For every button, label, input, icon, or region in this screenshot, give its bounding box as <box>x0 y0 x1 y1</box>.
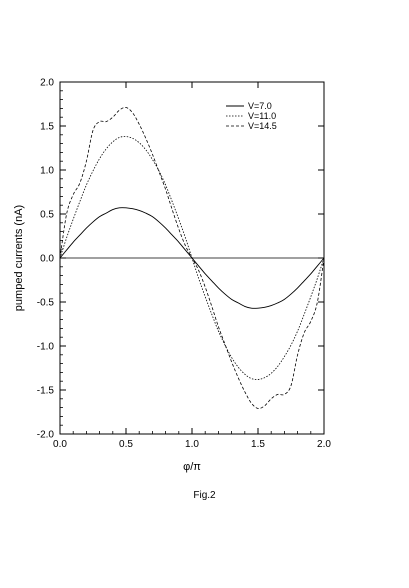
figure-caption: Fig.2 <box>193 490 216 501</box>
y-tick-label: -2.0 <box>37 430 55 441</box>
legend: V=7.0V=11.0V=14.5 <box>226 101 277 131</box>
series-lines <box>59 107 325 409</box>
y-tick-label: 0.0 <box>40 254 54 265</box>
y-tick-label: -0.5 <box>37 298 55 309</box>
y-tick-label: -1.5 <box>37 386 55 397</box>
x-tick-label: 0.0 <box>53 439 67 450</box>
y-axis-title: pumped currents (nA) <box>13 205 25 311</box>
x-axis-title: φ/π <box>183 461 201 473</box>
y-tick-label: 0.5 <box>40 210 54 221</box>
x-tick-label: 1.0 <box>185 439 199 450</box>
y-tick-label: 2.0 <box>40 78 54 89</box>
y-tick-label: -1.0 <box>37 342 55 353</box>
series-line-3 <box>59 107 325 409</box>
y-tick-label: 1.0 <box>40 166 54 177</box>
x-tick-label: 0.5 <box>119 439 133 450</box>
legend-label: V=11.0 <box>248 111 276 121</box>
x-tick-label: 1.5 <box>251 439 265 450</box>
x-axis: 0.0 0.5 1.0 1.5 2.0 <box>53 82 331 450</box>
y-tick-label: 1.5 <box>40 122 54 133</box>
x-tick-label: 2.0 <box>317 439 331 450</box>
legend-label: V=7.0 <box>248 101 272 111</box>
legend-label: V=14.5 <box>248 121 277 131</box>
y-axis: 2.0 1.5 1.0 0.5 0.0 -0.5 -1.0 -1.5 -2.0 <box>37 78 324 441</box>
